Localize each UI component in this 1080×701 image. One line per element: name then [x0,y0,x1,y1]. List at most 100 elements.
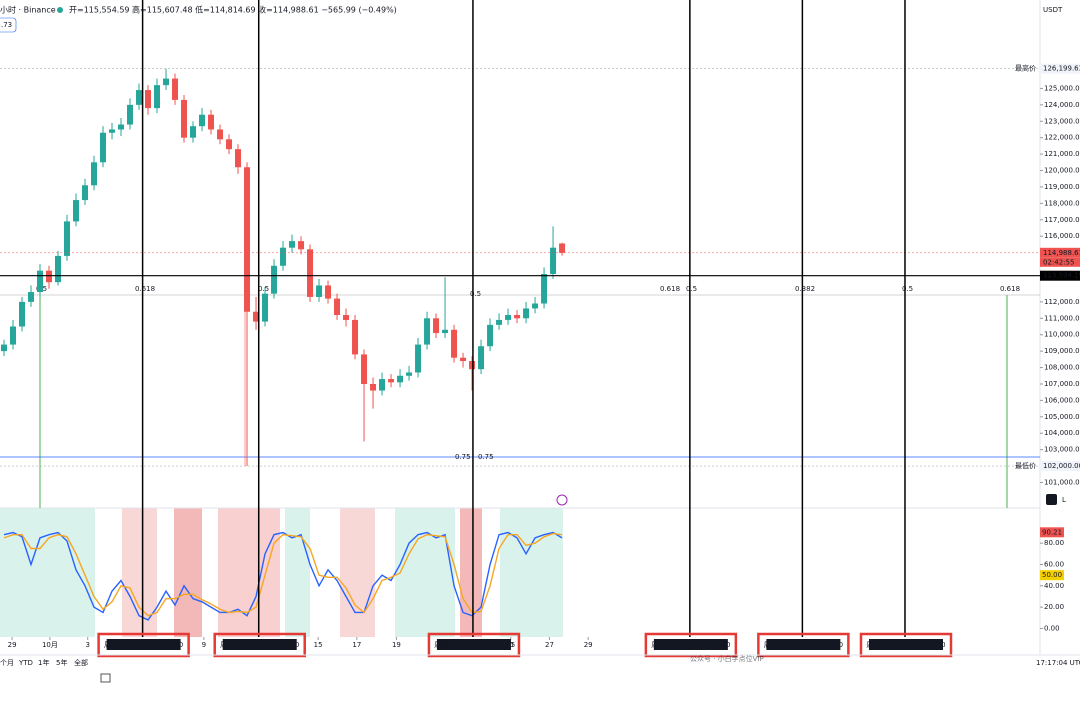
candle-body [145,90,152,109]
price-badge [1040,247,1080,258]
time-badge-label: 周日 2025-11-09 04:00 [764,641,843,649]
fib-label: 0.618 [660,285,680,293]
price-line-name: 最高价 [1015,64,1036,73]
y-tick-label: 112,000.00 [1044,298,1080,306]
highlight-box [427,632,521,658]
range-button[interactable]: 1年 [38,658,49,667]
candle-body [271,265,278,294]
fib-label: 0.75 [478,453,494,461]
candle-body [559,243,566,253]
badge[interactable] [0,17,17,33]
candle-body [460,357,467,361]
value-badge-label: 50.00 [1042,571,1062,579]
candle-body [334,298,341,316]
x-tick-label: 3 [85,641,89,649]
price-badge-label: 126,199.63 [1043,65,1080,73]
candle-body [307,249,314,297]
time-badge-label: 周四 2025-10-23 00:00 [434,641,513,649]
candle-body [64,221,71,256]
candle-body [163,78,170,86]
x-tick-label: 9 [202,641,206,649]
plot: 101,000.00 103,000.00 104,000.00 105,000.00… [0,0,1080,658]
candle-body [27,292,34,302]
y-tick-label: 40.00 [1044,582,1064,590]
calendar-icon[interactable] [100,673,111,683]
countdown-badge [1040,257,1080,267]
candle-body [82,185,89,201]
y-tick-label: 104,000.00 [1044,429,1080,437]
candle-body [109,129,116,133]
y-tick-label: 105,000.00 [1044,413,1080,421]
ohlc: 开=115,554.59 高=115,607.48 低=114,814.69 收… [69,5,397,15]
price-line-name: 最低价 [1015,461,1036,470]
fib-label: 0.5 [686,285,697,293]
candle-body [496,319,503,325]
candle-body [424,318,431,345]
candle-body [433,318,440,334]
candle-body [541,273,548,304]
auto-button[interactable] [1046,494,1057,505]
auto-letter: A [1049,496,1054,504]
price-badge-label: 114,988.61 [1043,249,1080,257]
candle-body [469,360,476,370]
oscillator-line [3,531,563,621]
highlight-box [213,632,306,658]
fib-label: 0.5 [258,285,269,293]
fib-label: 0.382 [795,285,815,293]
candle-body [136,90,143,105]
candle-body [199,114,206,127]
time-badge [436,639,511,650]
candle-body [442,329,449,334]
candle-body [280,247,287,266]
y-tick-label: 109,000.00 [1044,347,1080,355]
range-button[interactable]: 5年 [56,658,67,667]
x-tick-label: 29 [584,641,593,649]
y-tick-label: 80.00 [1044,539,1064,547]
candle-body [415,344,422,373]
y-tick-label: 124,000.00 [1044,101,1080,109]
x-tick-label: 17 [352,641,361,649]
candle-body [298,241,305,250]
highlight-box [97,632,190,658]
fib-label: 0.618 [135,285,155,293]
price-badge [1040,270,1080,281]
candle-body [316,285,323,297]
candle-body [289,241,296,248]
candle-body [514,315,521,319]
candle-body [100,132,107,163]
clock: 17:17:04 UTC+8 [1036,659,1080,667]
alert-icon[interactable] [556,494,568,506]
y-tick-label: 125,000.00 [1044,84,1080,92]
fib-label: 0.618 [1000,285,1020,293]
candle-body [46,270,53,283]
range-button[interactable]: YTD [18,659,33,667]
y-tick-label: 122,000.00 [1044,134,1080,142]
candle-body [244,167,251,312]
range-button[interactable]: 个月 [0,659,14,667]
candle-body [379,379,386,391]
x-tick-label: 10月 [42,641,58,649]
time-badge [868,639,943,650]
candle-body [55,255,62,283]
price-badge [1040,63,1080,74]
price-badge-label: 102,000.00 [1043,462,1080,470]
oscillator-zones [0,508,563,637]
y-tick-label: 117,000.00 [1044,216,1080,224]
candle-body [388,379,395,383]
fib-label: 0.5 [902,285,913,293]
price-badge [1040,461,1080,472]
y-tick-label: 20.00 [1044,603,1064,611]
highlight-box [859,632,953,658]
candle-body [406,372,413,376]
y-tick-label: 110,000.00 [1044,331,1080,339]
y-tick-label: 116,000.00 [1044,232,1080,240]
range-button[interactable]: 全部 [74,658,88,667]
candle-body [0,344,7,352]
candle-body [343,315,350,320]
watermark: 公众号 · 小白学点位VIP [690,654,764,663]
candle-body [550,247,557,274]
candle-body [235,149,242,168]
value-badge [1040,570,1064,581]
countdown: 02:42:55 [1043,258,1074,266]
